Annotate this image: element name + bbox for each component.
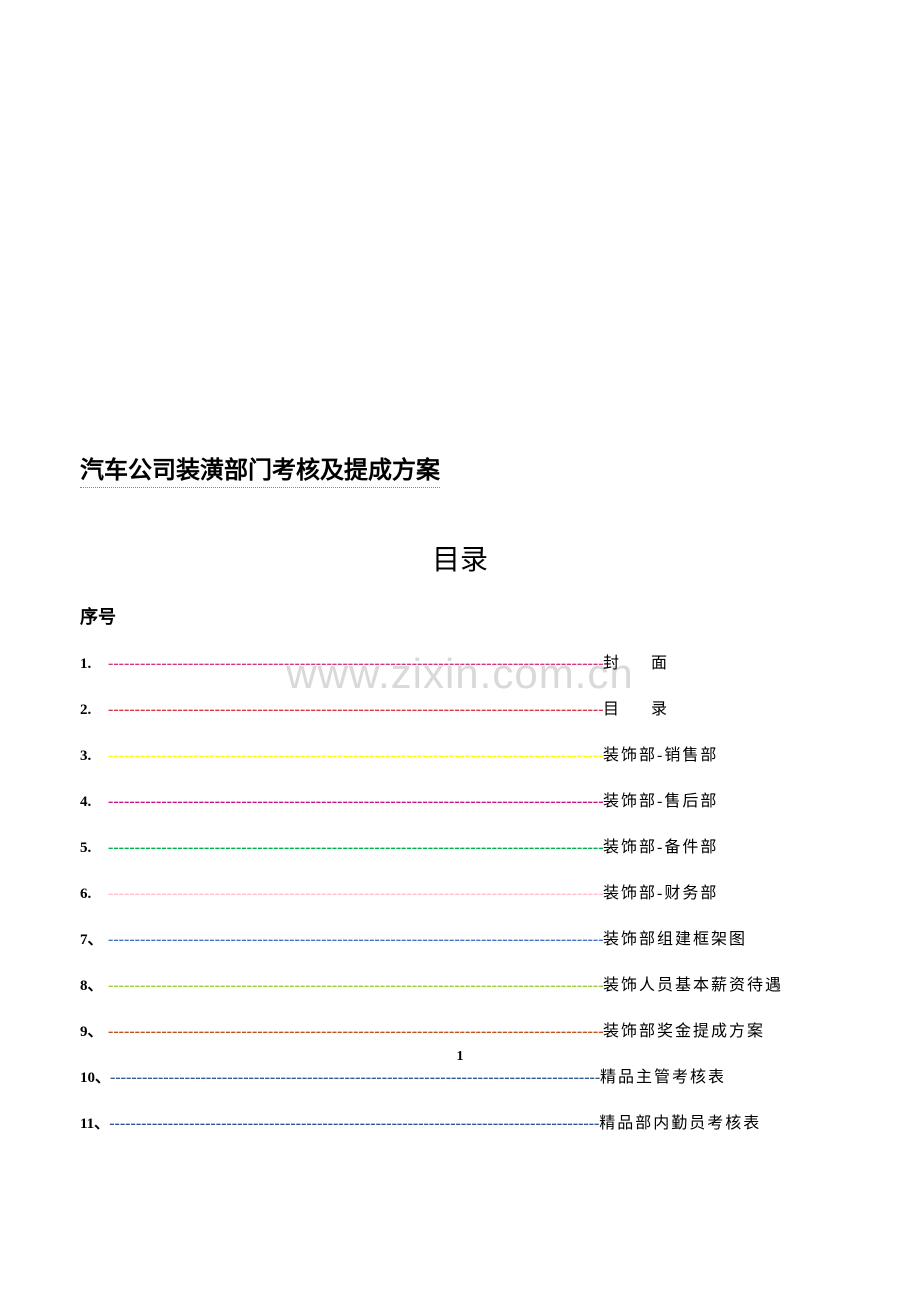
toc-item-label: 装饰部-销售部 — [603, 741, 718, 765]
toc-item: 8、--------------------------------------… — [80, 971, 840, 995]
toc-item: 7、--------------------------------------… — [80, 925, 840, 949]
toc-item-number: 8、 — [80, 974, 108, 995]
toc-item-number: 6. — [80, 886, 108, 903]
toc-item-label: 装饰部-售后部 — [603, 787, 718, 811]
toc-heading: 目录 — [80, 538, 840, 578]
toc-item-dashes: ----------------------------------------… — [108, 931, 603, 949]
toc-item-dashes: ----------------------------------------… — [108, 701, 603, 719]
toc-item-number: 10、 — [80, 1066, 110, 1087]
toc-item-number: 9、 — [80, 1020, 108, 1041]
sequence-label: 序号 — [80, 603, 840, 629]
toc-item-label: 精品部内勤员考核表 — [599, 1109, 761, 1133]
toc-item-dashes: ----------------------------------------… — [110, 1069, 600, 1087]
toc-item: 4.--------------------------------------… — [80, 787, 840, 811]
toc-item-label: 装饰部组建框架图 — [603, 925, 747, 949]
toc-item-dashes: ----------------------------------------… — [108, 839, 603, 857]
toc-item: 5.--------------------------------------… — [80, 833, 840, 857]
toc-item-label: 装饰部-备件部 — [603, 833, 718, 857]
toc-item-label: 目 录 — [603, 695, 667, 719]
toc-item: 10、-------------------------------------… — [80, 1063, 840, 1087]
toc-item-label: 精品主管考核表 — [600, 1063, 726, 1087]
toc-item-dashes: ----------------------------------------… — [109, 1115, 599, 1133]
toc-item: 2.--------------------------------------… — [80, 695, 840, 719]
toc-item: 6.--------------------------------------… — [80, 879, 840, 903]
document-title: 汽车公司装潢部门考核及提成方案 — [80, 450, 440, 488]
toc-item-label: 装饰部-财务部 — [603, 879, 718, 903]
toc-item-number: 11、 — [80, 1112, 109, 1133]
toc-item-number: 3. — [80, 748, 108, 765]
toc-item-number: 4. — [80, 794, 108, 811]
toc-list: 1.--------------------------------------… — [80, 649, 840, 1133]
toc-item-label: 封 面 — [603, 649, 667, 673]
toc-item-number: 5. — [80, 840, 108, 857]
toc-item-dashes: ----------------------------------------… — [108, 793, 603, 811]
toc-item-dashes: ----------------------------------------… — [108, 747, 603, 765]
toc-item: 11、-------------------------------------… — [80, 1109, 840, 1133]
toc-item-label: 装饰部奖金提成方案 — [603, 1017, 765, 1041]
toc-item-dashes: ----------------------------------------… — [108, 977, 603, 995]
toc-item-number: 1. — [80, 656, 108, 673]
toc-item-dashes: ----------------------------------------… — [108, 885, 603, 903]
toc-item-dashes: ----------------------------------------… — [108, 655, 603, 673]
toc-item-dashes: ----------------------------------------… — [108, 1023, 603, 1041]
toc-item: 1.--------------------------------------… — [80, 649, 840, 673]
toc-item-number: 2. — [80, 702, 108, 719]
toc-item-label: 装饰人员基本薪资待遇 — [603, 971, 783, 995]
toc-item: 9、--------------------------------------… — [80, 1017, 840, 1041]
toc-item: 3.--------------------------------------… — [80, 741, 840, 765]
toc-item-number: 7、 — [80, 928, 108, 949]
